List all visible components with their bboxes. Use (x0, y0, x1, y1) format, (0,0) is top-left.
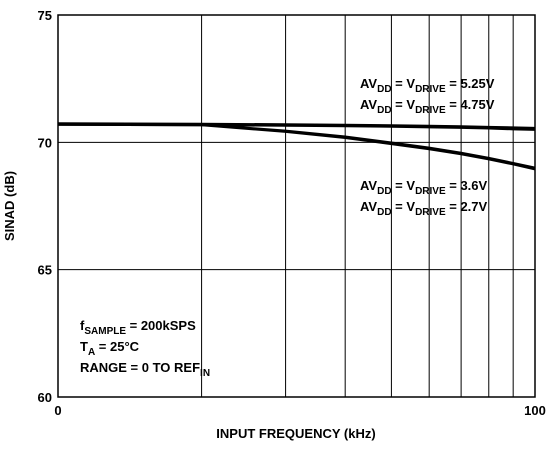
y-tick-label: 75 (38, 8, 52, 23)
series-label-part: AV (360, 199, 377, 214)
series-label-part: DD (377, 186, 391, 197)
annotation: TA = 25°C (80, 339, 140, 358)
y-tick-label: 70 (38, 135, 52, 150)
series-label-part: DRIVE (415, 207, 446, 218)
series-label-part: AV (360, 178, 377, 193)
series-label-part: AV (360, 76, 377, 91)
series-label: AVDD = VDRIVE = 2.7V (360, 199, 488, 218)
series-label: AVDD = VDRIVE = 3.6V (360, 178, 488, 197)
series-label-part: = 2.7V (446, 199, 488, 214)
series-label-part: = V (392, 178, 416, 193)
series-label-part: = 4.75V (446, 97, 495, 112)
series-label-part: DD (377, 207, 391, 218)
x-tick-label: 0 (54, 403, 61, 418)
series-label-part: DD (377, 84, 391, 95)
annotation-part: = 200kSPS (126, 318, 196, 333)
annotation-part: f (80, 318, 85, 333)
series-label: AVDD = VDRIVE = 4.75V (360, 97, 495, 116)
series-label: AVDD = VDRIVE = 5.25V (360, 76, 495, 95)
series-line (57, 123, 536, 171)
annotation-part: SAMPLE (84, 326, 126, 337)
series-label-part: = 5.25V (446, 76, 495, 91)
annotation-part: = 25°C (95, 339, 139, 354)
series-label-part: = V (392, 76, 416, 91)
annotation-part: T (80, 339, 88, 354)
series-label-part: AV (360, 97, 377, 112)
series-label-part: DRIVE (415, 84, 446, 95)
series-line (57, 122, 536, 170)
x-tick-label: 100 (524, 403, 546, 418)
x-axis-title: INPUT FREQUENCY (kHz) (216, 426, 375, 441)
annotation-part: RANGE = 0 TO REF (80, 360, 200, 375)
series-label-part: = V (392, 199, 416, 214)
series-line (57, 123, 536, 131)
series-label-part: DRIVE (415, 186, 446, 197)
annotation-part: A (88, 347, 95, 358)
series-label-part: = 3.6V (446, 178, 488, 193)
series-label-part: = V (392, 97, 416, 112)
series-label-part: DRIVE (415, 105, 446, 116)
y-tick-label: 60 (38, 390, 52, 405)
annotation: fSAMPLE = 200kSPS (80, 318, 196, 337)
plot-frame (57, 14, 536, 398)
annotation: RANGE = 0 TO REFIN (80, 360, 210, 379)
y-tick-label: 65 (38, 263, 52, 278)
y-axis-title: SINAD (dB) (2, 171, 17, 241)
series-label-part: DD (377, 105, 391, 116)
annotation-part: IN (200, 368, 210, 379)
